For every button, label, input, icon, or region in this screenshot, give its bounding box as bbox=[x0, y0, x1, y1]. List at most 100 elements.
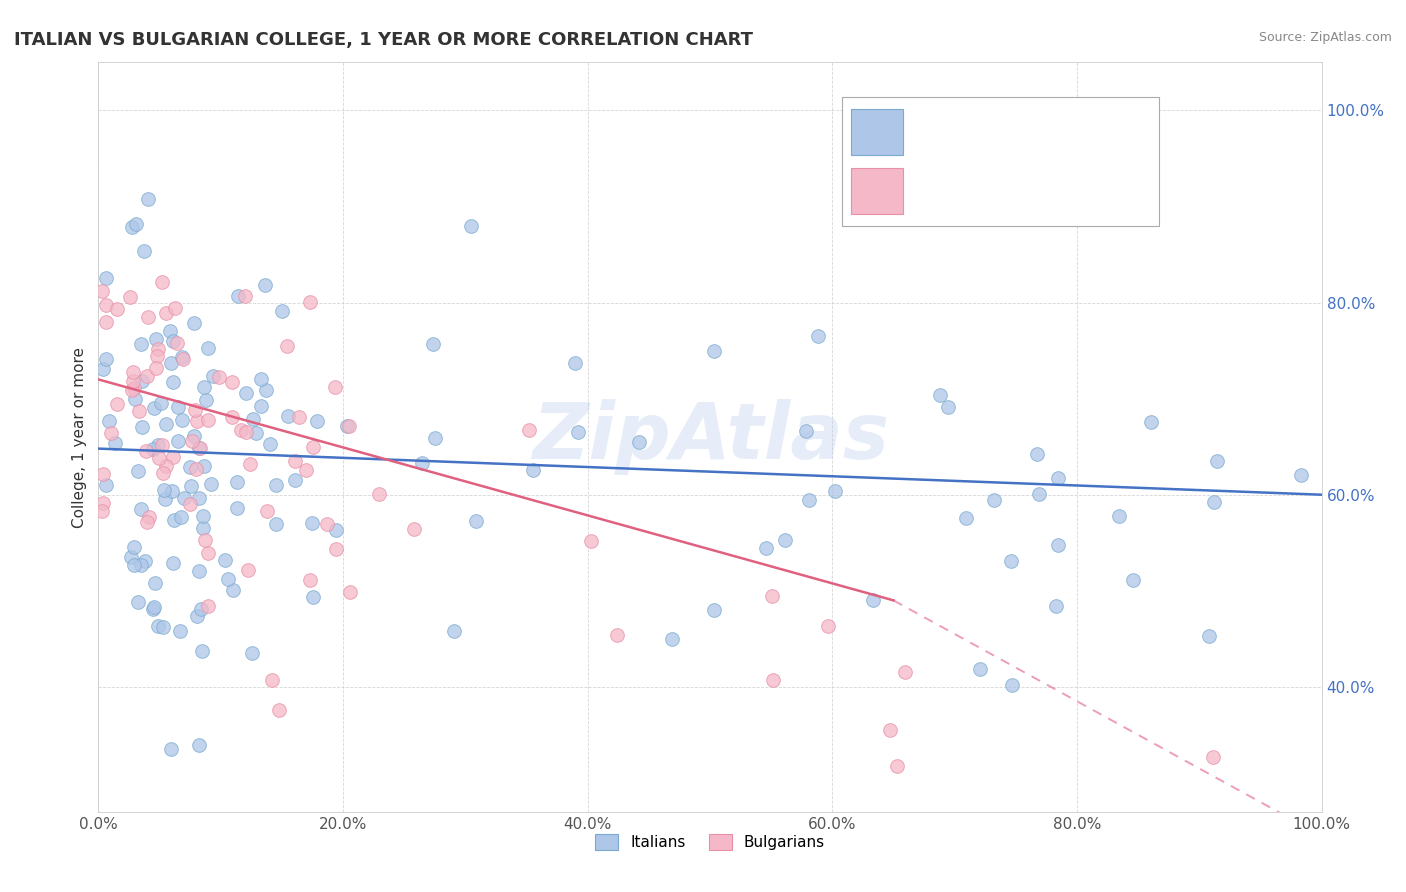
Point bbox=[661, 632, 683, 646]
Point bbox=[226, 500, 249, 515]
Point bbox=[162, 376, 184, 390]
Point bbox=[170, 509, 193, 524]
Point bbox=[702, 344, 724, 359]
Point bbox=[579, 533, 602, 548]
Point bbox=[335, 419, 357, 434]
Point bbox=[325, 541, 347, 556]
Point bbox=[239, 457, 262, 471]
Point bbox=[120, 550, 142, 565]
Point bbox=[166, 335, 188, 350]
Point bbox=[411, 456, 433, 470]
Point bbox=[128, 404, 150, 418]
Point bbox=[187, 739, 209, 753]
Point bbox=[152, 620, 174, 634]
Point bbox=[105, 302, 128, 317]
Point bbox=[155, 306, 177, 320]
Point bbox=[1028, 487, 1050, 501]
Point bbox=[443, 624, 465, 638]
Point bbox=[1045, 599, 1067, 613]
Point bbox=[339, 418, 361, 433]
Point bbox=[208, 370, 231, 384]
Point bbox=[1046, 538, 1069, 552]
Point bbox=[169, 624, 191, 639]
Point bbox=[301, 516, 323, 531]
Y-axis label: College, 1 year or more: College, 1 year or more bbox=[72, 347, 87, 527]
Text: ZipAtlas: ZipAtlas bbox=[531, 399, 889, 475]
Point bbox=[122, 541, 145, 555]
Point bbox=[1001, 678, 1024, 692]
Point bbox=[287, 409, 309, 424]
Point bbox=[339, 585, 361, 599]
Text: ITALIAN VS BULGARIAN COLLEGE, 1 YEAR OR MORE CORRELATION CHART: ITALIAN VS BULGARIAN COLLEGE, 1 YEAR OR … bbox=[14, 31, 754, 49]
Point bbox=[402, 522, 425, 536]
Point bbox=[134, 554, 156, 568]
Point bbox=[267, 703, 290, 717]
Point bbox=[131, 375, 153, 389]
Point bbox=[183, 429, 205, 443]
Point bbox=[564, 356, 586, 370]
Point bbox=[200, 477, 222, 491]
Point bbox=[235, 425, 257, 439]
Point bbox=[325, 523, 347, 537]
Point bbox=[145, 332, 167, 346]
Point bbox=[162, 450, 184, 464]
Point bbox=[91, 467, 114, 482]
Point bbox=[135, 444, 157, 458]
Point bbox=[136, 192, 159, 206]
Point bbox=[201, 368, 224, 383]
Point bbox=[703, 603, 725, 617]
Point bbox=[567, 425, 589, 440]
Point bbox=[122, 558, 145, 572]
Point bbox=[143, 575, 166, 590]
Point bbox=[886, 759, 908, 773]
Point bbox=[188, 441, 211, 455]
Point bbox=[187, 442, 209, 456]
Point bbox=[1204, 495, 1226, 509]
Point bbox=[253, 277, 276, 292]
Point bbox=[149, 396, 172, 410]
Point bbox=[124, 392, 146, 406]
Point bbox=[302, 440, 325, 454]
Point bbox=[191, 521, 214, 535]
Point bbox=[233, 289, 256, 303]
Point bbox=[195, 393, 218, 408]
Point bbox=[938, 400, 960, 414]
Point bbox=[928, 388, 950, 402]
Point bbox=[197, 413, 219, 427]
Point bbox=[299, 573, 322, 587]
Point bbox=[460, 219, 482, 233]
Point bbox=[862, 593, 884, 607]
Point bbox=[983, 492, 1005, 507]
Point bbox=[105, 397, 128, 411]
Point bbox=[122, 374, 145, 388]
Point bbox=[179, 460, 201, 475]
Point bbox=[193, 380, 215, 394]
Point bbox=[90, 504, 112, 518]
Point bbox=[160, 742, 183, 756]
Point bbox=[145, 360, 167, 375]
Point bbox=[1201, 750, 1223, 764]
Point bbox=[179, 497, 201, 511]
Point bbox=[264, 516, 287, 531]
Point bbox=[193, 458, 215, 473]
Point bbox=[160, 356, 183, 370]
Point bbox=[187, 564, 209, 578]
Point bbox=[284, 473, 307, 487]
Point bbox=[761, 589, 783, 603]
Point bbox=[148, 451, 170, 466]
Point bbox=[217, 573, 239, 587]
Point bbox=[264, 477, 287, 491]
Point bbox=[465, 514, 488, 528]
Point bbox=[163, 513, 186, 527]
Point bbox=[807, 329, 830, 343]
Point bbox=[94, 271, 117, 285]
Point bbox=[184, 403, 207, 417]
Point bbox=[194, 533, 217, 548]
Point bbox=[150, 437, 173, 451]
Point bbox=[127, 465, 149, 479]
Point bbox=[298, 295, 321, 310]
Point bbox=[186, 414, 208, 428]
Point bbox=[186, 462, 208, 476]
Point bbox=[197, 599, 219, 613]
Point bbox=[100, 425, 122, 440]
